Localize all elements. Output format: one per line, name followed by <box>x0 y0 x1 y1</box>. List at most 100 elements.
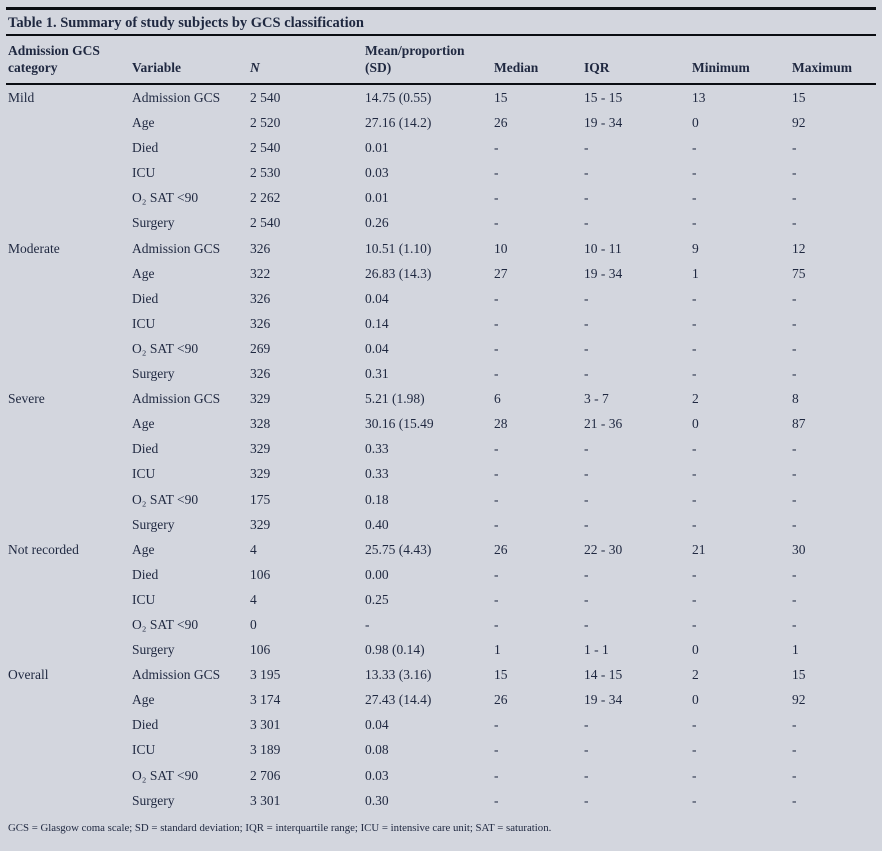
median-cell: - <box>494 717 499 733</box>
table-row: Age 3 174 27.43 (14.4) 26 19 - 34 0 92 <box>6 687 876 712</box>
min-cell: - <box>692 491 697 507</box>
median-cell: - <box>494 491 499 507</box>
table-row: Surgery 3 301 0.30 - - - - <box>6 788 876 813</box>
n-cell: 2 540 <box>250 90 281 105</box>
iqr-cell: 15 - 15 <box>584 90 623 105</box>
table-row: Surgery 329 0.40 - - - - <box>6 512 876 537</box>
category-cell <box>6 637 130 662</box>
mean-cell: 0.25 <box>365 591 389 607</box>
variable-cell: Surgery <box>132 642 175 658</box>
category-cell: Not recorded <box>8 541 79 557</box>
category-cell <box>6 286 130 311</box>
iqr-cell: 19 - 34 <box>584 115 623 131</box>
category-cell <box>6 687 130 712</box>
column-header-median: Median <box>492 36 582 85</box>
min-cell: - <box>692 616 697 632</box>
n-cell: 3 189 <box>250 742 281 758</box>
mean-cell: 26.83 (14.3) <box>365 265 432 281</box>
variable-cell: ICU <box>132 165 156 181</box>
variable-cell: Age <box>132 416 155 432</box>
min-cell: 0 <box>692 115 699 131</box>
mean-cell: 0.01 <box>365 190 389 206</box>
table-header: Admission GCS category Variable N Mean/propo… <box>6 36 876 85</box>
table-row: Died 3 301 0.04 - - - - <box>6 712 876 737</box>
variable-cell: O₂ SAT <90 <box>132 190 199 206</box>
n-cell: 4 <box>250 591 257 607</box>
variable-cell: Died <box>132 566 159 582</box>
median-cell: - <box>494 366 499 382</box>
variable-cell: O₂ SAT <90 <box>132 340 199 356</box>
median-cell: 15 <box>494 667 508 683</box>
n-cell: 2 706 <box>250 767 281 783</box>
max-cell: 12 <box>792 240 806 256</box>
table-row: O₂ SAT <90 2 706 0.03 - - - - <box>6 763 876 788</box>
table-row: ICU 4 0.25 - - - - <box>6 587 876 612</box>
variable-cell: ICU <box>132 591 156 607</box>
median-cell: - <box>494 441 499 457</box>
n-cell: 3 301 <box>250 792 281 808</box>
title-bottom-rule <box>6 34 876 36</box>
median-cell: - <box>494 742 499 758</box>
table-row: ICU 3 189 0.08 - - - - <box>6 737 876 762</box>
category-cell <box>6 436 130 461</box>
mean-cell: 14.75 (0.55) <box>365 90 432 105</box>
category-cell <box>6 612 130 637</box>
iqr-cell: - <box>584 340 589 356</box>
category-cell <box>6 461 130 486</box>
table-row: ICU 329 0.33 - - - - <box>6 461 876 486</box>
max-cell: - <box>792 140 797 156</box>
variable-cell: ICU <box>132 466 156 482</box>
min-cell: - <box>692 742 697 758</box>
table-top-rule <box>6 7 876 10</box>
variable-cell: Died <box>132 441 159 457</box>
table-row: O₂ SAT <90 175 0.18 - - - - <box>6 487 876 512</box>
n-cell: 106 <box>250 642 271 658</box>
table-header-row: Admission GCS category Variable N Mean/propo… <box>6 36 876 85</box>
category-cell <box>6 311 130 336</box>
table-row: ICU 2 530 0.03 - - - - <box>6 160 876 185</box>
iqr-cell: - <box>584 591 589 607</box>
gcs-summary-table: Admission GCS category Variable N Mean/propo… <box>6 36 876 813</box>
iqr-cell: - <box>584 441 589 457</box>
table-row: Surgery 106 0.98 (0.14) 1 1 - 1 0 1 <box>6 637 876 662</box>
n-cell: 2 530 <box>250 165 281 181</box>
iqr-cell: - <box>584 491 589 507</box>
median-cell: 26 <box>494 692 508 708</box>
mean-cell: 0.26 <box>365 215 389 231</box>
category-cell <box>6 210 130 235</box>
max-cell: - <box>792 491 797 507</box>
min-cell: 9 <box>692 240 699 256</box>
column-header-variable: Variable <box>130 36 248 85</box>
median-cell: - <box>494 340 499 356</box>
mean-cell: 25.75 (4.43) <box>365 541 432 557</box>
category-cell <box>6 763 130 788</box>
table-row: Died 329 0.33 - - - - <box>6 436 876 461</box>
n-cell: 2 540 <box>250 140 281 156</box>
category-cell <box>6 562 130 587</box>
n-cell: 326 <box>250 366 271 382</box>
column-header-n: N <box>248 36 363 85</box>
max-cell: - <box>792 315 797 331</box>
table-footnote: GCS = Glasgow coma scale; SD = standard … <box>8 821 552 834</box>
iqr-cell: - <box>584 616 589 632</box>
mean-cell: 0.98 (0.14) <box>365 642 425 658</box>
category-cell <box>6 135 130 160</box>
iqr-cell: - <box>584 315 589 331</box>
min-cell: - <box>692 315 697 331</box>
max-cell: - <box>792 792 797 808</box>
iqr-cell: - <box>584 767 589 783</box>
min-cell: - <box>692 441 697 457</box>
iqr-cell: - <box>584 215 589 231</box>
table-row: Severe Admission GCS 329 5.21 (1.98) 6 3 - 7 2… <box>6 386 876 411</box>
min-cell: 2 <box>692 391 699 407</box>
median-cell: - <box>494 566 499 582</box>
table-row: ICU 326 0.14 - - - - <box>6 311 876 336</box>
max-cell: 92 <box>792 692 806 708</box>
median-cell: 15 <box>494 90 508 105</box>
max-cell: - <box>792 466 797 482</box>
max-cell: - <box>792 441 797 457</box>
min-cell: - <box>692 366 697 382</box>
iqr-cell: 3 - 7 <box>584 391 609 407</box>
category-cell <box>6 110 130 135</box>
median-cell: - <box>494 516 499 532</box>
